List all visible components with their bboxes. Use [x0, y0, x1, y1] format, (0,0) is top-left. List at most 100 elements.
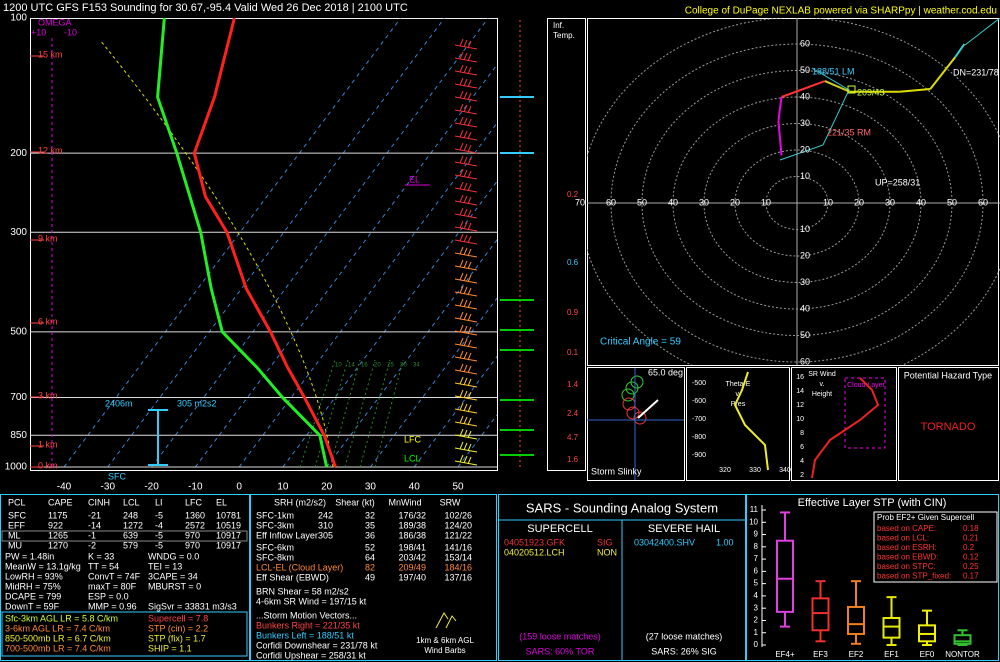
- label: LCL: [404, 453, 421, 463]
- label: 0.1: [567, 348, 579, 357]
- wind-barb: [454, 285, 478, 297]
- label: 32: [365, 510, 375, 520]
- label: BRN Shear = 58 m2/s2: [256, 586, 349, 596]
- panel-frames: [30, 18, 999, 481]
- label: Effective Layer STP (with CIN): [798, 497, 947, 509]
- label: 137/16: [444, 572, 472, 582]
- label: 40: [800, 303, 810, 313]
- isotherm: [151, 18, 489, 468]
- cloud-layer-box: [844, 377, 886, 449]
- hodo-ring: [703, 123, 891, 283]
- label: TT = 54: [88, 561, 119, 571]
- label: SFC-6km: [256, 542, 294, 552]
- el-label: EL: [409, 174, 420, 184]
- label: 970: [185, 540, 200, 550]
- label: 40: [800, 91, 810, 101]
- x-tick-label: EF0: [920, 650, 935, 659]
- label: Sfc-3km AGL LR = 5.8 C/km: [5, 613, 118, 623]
- label: ...Storm Motion Vectors...: [256, 610, 357, 620]
- label: SARS: 26% SIG: [651, 646, 717, 656]
- label: 4.7: [567, 433, 579, 442]
- label: 50: [800, 330, 810, 340]
- wind-barb: [454, 207, 478, 219]
- label: 340: [779, 467, 791, 474]
- label: +10: [31, 27, 46, 37]
- y-tick-label: 2: [754, 616, 759, 625]
- label: 14: [796, 388, 804, 395]
- label: -5: [155, 530, 163, 540]
- lapse-box: [1, 611, 248, 657]
- wind-barb: [454, 51, 478, 63]
- label: SFC-1km: [256, 510, 294, 520]
- height-label: 3 km: [38, 390, 58, 400]
- label: ESP = 0.0: [88, 591, 129, 601]
- label: Storm Slinky: [591, 466, 642, 476]
- wind-barb: [454, 142, 478, 154]
- label: 305: [318, 530, 333, 540]
- theta-e-profile: [733, 371, 769, 471]
- hodograph: [587, 18, 1000, 365]
- label: LFC: [185, 497, 203, 507]
- label: TEI = 13: [148, 561, 182, 571]
- label: based on EBWD:: [877, 553, 938, 562]
- y-tick-label: 3: [754, 603, 759, 612]
- wind-barb: [454, 194, 478, 206]
- x-tick-label: EF3: [813, 650, 828, 659]
- wind-barb: [454, 350, 478, 362]
- wind-barb: [454, 155, 478, 167]
- label: 176/32: [398, 510, 426, 520]
- label: 10917: [216, 540, 241, 550]
- temperature-tick-label: -20: [144, 482, 159, 493]
- label: Eff Inflow Layer: [256, 530, 318, 540]
- label: STP (cin) = 2.2: [148, 623, 208, 633]
- pressure-tick-label: 300: [10, 227, 27, 238]
- height-label: 1 km: [38, 439, 58, 449]
- label: MeanW = 13.1g/kg: [5, 561, 81, 571]
- label: 30: [800, 118, 810, 128]
- label: 36: [365, 530, 375, 540]
- label: 82: [365, 562, 375, 572]
- wind-barb: [454, 454, 478, 466]
- label: -500: [692, 380, 706, 387]
- label: 209/43: [857, 87, 885, 97]
- y-tick-label: 1: [754, 628, 759, 637]
- label: 20: [730, 197, 740, 207]
- label: 0.2: [963, 543, 975, 552]
- label: PW = 1.48in: [5, 551, 54, 561]
- temperature-tick-label: -30: [101, 482, 116, 493]
- label: (27 loose matches): [646, 631, 723, 641]
- label: -14: [88, 520, 101, 530]
- ml-highlight: [1, 530, 248, 542]
- label: 0.17: [963, 572, 979, 581]
- x-tick-label: EF1: [884, 650, 899, 659]
- height-label: 6 km: [38, 316, 58, 326]
- label: -21: [88, 510, 101, 520]
- pressure-tick-label: 850: [10, 430, 27, 441]
- label: 579: [123, 540, 138, 550]
- label: 49: [365, 572, 375, 582]
- label: 639: [123, 530, 138, 540]
- label: Theta-E: [726, 381, 751, 388]
- label: 970: [185, 530, 200, 540]
- wind-barb: [454, 116, 478, 128]
- label: 60: [606, 197, 616, 207]
- mixing-ratio-label: 16: [361, 363, 368, 369]
- label: 305 m2s2: [177, 398, 217, 408]
- slinky-ring: [621, 388, 635, 402]
- label: Bunkers Left = 188/51 kt: [256, 630, 354, 640]
- label: 102/26: [444, 510, 472, 520]
- label: SHIP = 1.1: [148, 643, 192, 653]
- dewpoint-profile: [156, 18, 329, 468]
- barb-glyph: [435, 612, 457, 629]
- label: 922: [48, 520, 63, 530]
- label: based on STPC:: [877, 562, 936, 571]
- isotherm: [238, 122, 497, 468]
- label: -4: [155, 520, 163, 530]
- label: 10: [800, 171, 810, 181]
- label: 1265: [48, 530, 68, 540]
- x-tick-label: EF2: [849, 650, 864, 659]
- wind-barb: [454, 38, 478, 50]
- hodo-trace: [954, 43, 966, 58]
- x-tick-label: NONTOR: [945, 650, 980, 659]
- height-label: 0 km: [38, 460, 58, 470]
